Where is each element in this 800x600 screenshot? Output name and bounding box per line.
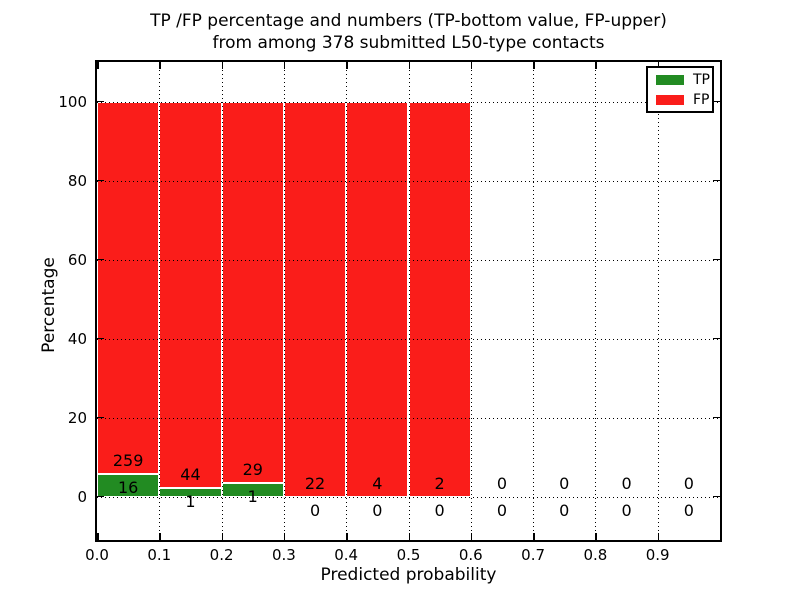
- v-gridline: [346, 62, 348, 540]
- x-tick-mark: [470, 533, 473, 540]
- fp-bar: [283, 101, 347, 497]
- x-tick-mark: [283, 533, 286, 540]
- v-gridline: [470, 62, 472, 540]
- y-tick-mark-right: [713, 337, 720, 340]
- y-tick-mark: [97, 258, 104, 261]
- fp-count-label: 0: [559, 473, 570, 493]
- x-tick-mark: [408, 533, 410, 540]
- x-tick-mark: [159, 533, 161, 540]
- x-tick-mark: [533, 533, 535, 540]
- fp-bar: [159, 101, 222, 488]
- fp-bar: [221, 101, 284, 484]
- y-tick-mark-right: [713, 416, 720, 419]
- legend-label-fp: FP: [693, 91, 710, 108]
- x-tick-mark: [221, 533, 224, 540]
- tp-count-label: 0: [683, 500, 694, 520]
- y-tick-mark: [97, 416, 104, 419]
- x-tick-mark: [595, 533, 597, 540]
- y-tick-label: 100: [58, 92, 87, 111]
- x-tick-mark-top: [408, 62, 410, 69]
- v-gridline: [283, 62, 285, 540]
- tp-count-label: 0: [496, 500, 508, 520]
- x-tick-label: 0.8: [583, 546, 608, 564]
- legend: TP FP: [646, 66, 714, 113]
- legend-swatch-fp-icon: [656, 94, 684, 105]
- y-tick-mark-right: [713, 100, 720, 103]
- x-axis-label: Predicted probability: [320, 565, 497, 585]
- fp-count-label: 0: [683, 473, 694, 493]
- tp-count-label: 0: [621, 500, 632, 520]
- x-tick-mark-top: [533, 62, 535, 69]
- tp-count-label: 1: [247, 487, 258, 507]
- v-gridline: [595, 62, 597, 540]
- x-tick-label: 0.1: [147, 546, 172, 564]
- x-tick-label: 0.2: [209, 546, 234, 564]
- fp-count-label: 22: [304, 473, 326, 493]
- y-tick-label: 20: [67, 408, 87, 427]
- v-gridline: [533, 62, 535, 540]
- x-tick-mark-top: [97, 62, 99, 69]
- chart-title-line2: from among 378 submitted L50-type contac…: [212, 33, 605, 53]
- fp-bar: [97, 101, 160, 474]
- y-tick-mark: [97, 179, 104, 182]
- plot-area: 259 16 44 1 29 1 22 0 4 0 2 0 0 0 0 0 0 0 0 0 0.0 0.1 0.2 0.3 0.…: [58, 60, 722, 564]
- tp-bar: [97, 473, 160, 497]
- y-tick-label: 80: [67, 171, 87, 190]
- y-tick-mark-right: [713, 495, 720, 498]
- x-tick-label: 0.7: [521, 546, 546, 564]
- tp-count-label: 16: [117, 477, 139, 497]
- tp-count-label: 1: [185, 491, 196, 511]
- chart-title-line1: TP /FP percentage and numbers (TP-bottom…: [150, 11, 667, 31]
- tp-count-label: 0: [372, 500, 383, 520]
- fp-count-label: 2: [434, 473, 445, 493]
- x-tick-mark: [97, 533, 99, 540]
- v-gridline: [159, 62, 161, 540]
- v-gridline: [408, 62, 410, 540]
- x-tick-label: 0.9: [645, 546, 670, 564]
- x-tick-label: 0.6: [458, 546, 483, 564]
- x-tick-mark-top: [283, 62, 286, 69]
- v-gridline: [221, 62, 223, 540]
- x-tick-mark-top: [470, 62, 473, 69]
- x-tick-mark-top: [346, 62, 348, 69]
- x-tick-mark-top: [657, 62, 660, 69]
- fp-bar: [346, 101, 409, 497]
- fp-count-label: 0: [621, 473, 632, 493]
- chart-title: TP /FP percentage and numbers (TP-bottom…: [97, 10, 720, 54]
- x-tick-mark-top: [595, 62, 597, 69]
- fp-bar: [408, 101, 471, 497]
- y-tick-mark-right: [713, 258, 720, 261]
- y-tick-label: 40: [67, 329, 87, 348]
- x-tick-mark-top: [221, 62, 224, 69]
- x-tick-mark-top: [159, 62, 161, 69]
- legend-item-tp: TP: [656, 72, 710, 88]
- v-gridline: [657, 62, 659, 540]
- legend-item-fp: FP: [656, 92, 710, 108]
- x-tick-label: 0.3: [271, 546, 296, 564]
- fp-count-label: 4: [372, 473, 383, 493]
- legend-swatch-tp-icon: [656, 74, 684, 85]
- y-tick-label: 60: [67, 250, 87, 269]
- x-tick-label: 0.5: [396, 546, 421, 564]
- tp-count-label: 0: [434, 500, 445, 520]
- fp-count-label: 29: [242, 460, 263, 480]
- tp-count-label: 0: [559, 500, 570, 520]
- x-tick-mark: [657, 533, 660, 540]
- y-tick-mark-right: [713, 179, 720, 182]
- fp-count-label: 44: [180, 464, 201, 484]
- y-tick-mark: [97, 100, 104, 103]
- x-tick-label: 0.4: [334, 546, 359, 564]
- fp-count-label: 259: [112, 450, 144, 470]
- y-tick-mark: [97, 495, 104, 498]
- y-tick-label: 0: [77, 487, 87, 506]
- legend-label-tp: TP: [693, 71, 710, 88]
- fp-count-label: 0: [496, 473, 508, 493]
- tp-count-label: 0: [309, 500, 321, 520]
- x-tick-mark: [346, 533, 348, 540]
- x-tick-label: 0.0: [85, 546, 109, 564]
- y-tick-mark: [97, 337, 104, 340]
